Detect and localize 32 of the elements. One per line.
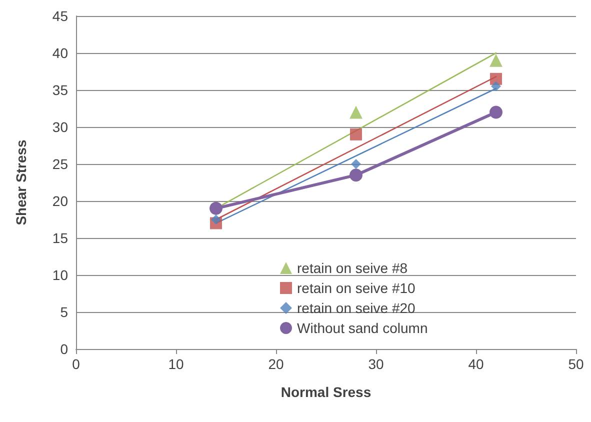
- legend-label: retain on seive #8: [297, 260, 408, 276]
- x-tick-label: 20: [268, 356, 284, 372]
- point: [490, 106, 502, 119]
- legend-label: retain on seive #10: [297, 280, 416, 296]
- y-tick-label: 25: [52, 156, 68, 172]
- x-tick-label: 10: [168, 356, 184, 372]
- point: [351, 159, 361, 169]
- point: [490, 72, 502, 85]
- y-tick-label: 30: [52, 119, 68, 135]
- y-tick-label: 40: [52, 45, 68, 61]
- y-tick-label: 20: [52, 193, 68, 209]
- point: [350, 168, 362, 182]
- x-tick-label: 30: [368, 356, 384, 372]
- y-axis-title: Shear Stress: [13, 139, 29, 226]
- y-tick-label: 10: [52, 267, 68, 283]
- y-tick-label: 0: [60, 341, 68, 357]
- y-tick-label: 35: [52, 82, 68, 98]
- point: [491, 81, 501, 92]
- x-tick-label: 40: [468, 356, 484, 372]
- y-tick-label: 15: [52, 230, 68, 246]
- point: [211, 214, 221, 224]
- x-tick-label: 50: [568, 356, 584, 372]
- point: [350, 106, 362, 119]
- legend-label: retain on seive #20: [297, 300, 416, 316]
- point: [350, 128, 362, 140]
- y-tick-label: 5: [60, 304, 68, 320]
- x-axis-title: Normal Sress: [280, 384, 372, 400]
- point: [490, 54, 502, 67]
- x-tick-label: 0: [72, 356, 80, 372]
- point: [210, 202, 222, 215]
- legend-label: Without sand column: [297, 320, 428, 336]
- y-tick-label: 45: [52, 8, 68, 24]
